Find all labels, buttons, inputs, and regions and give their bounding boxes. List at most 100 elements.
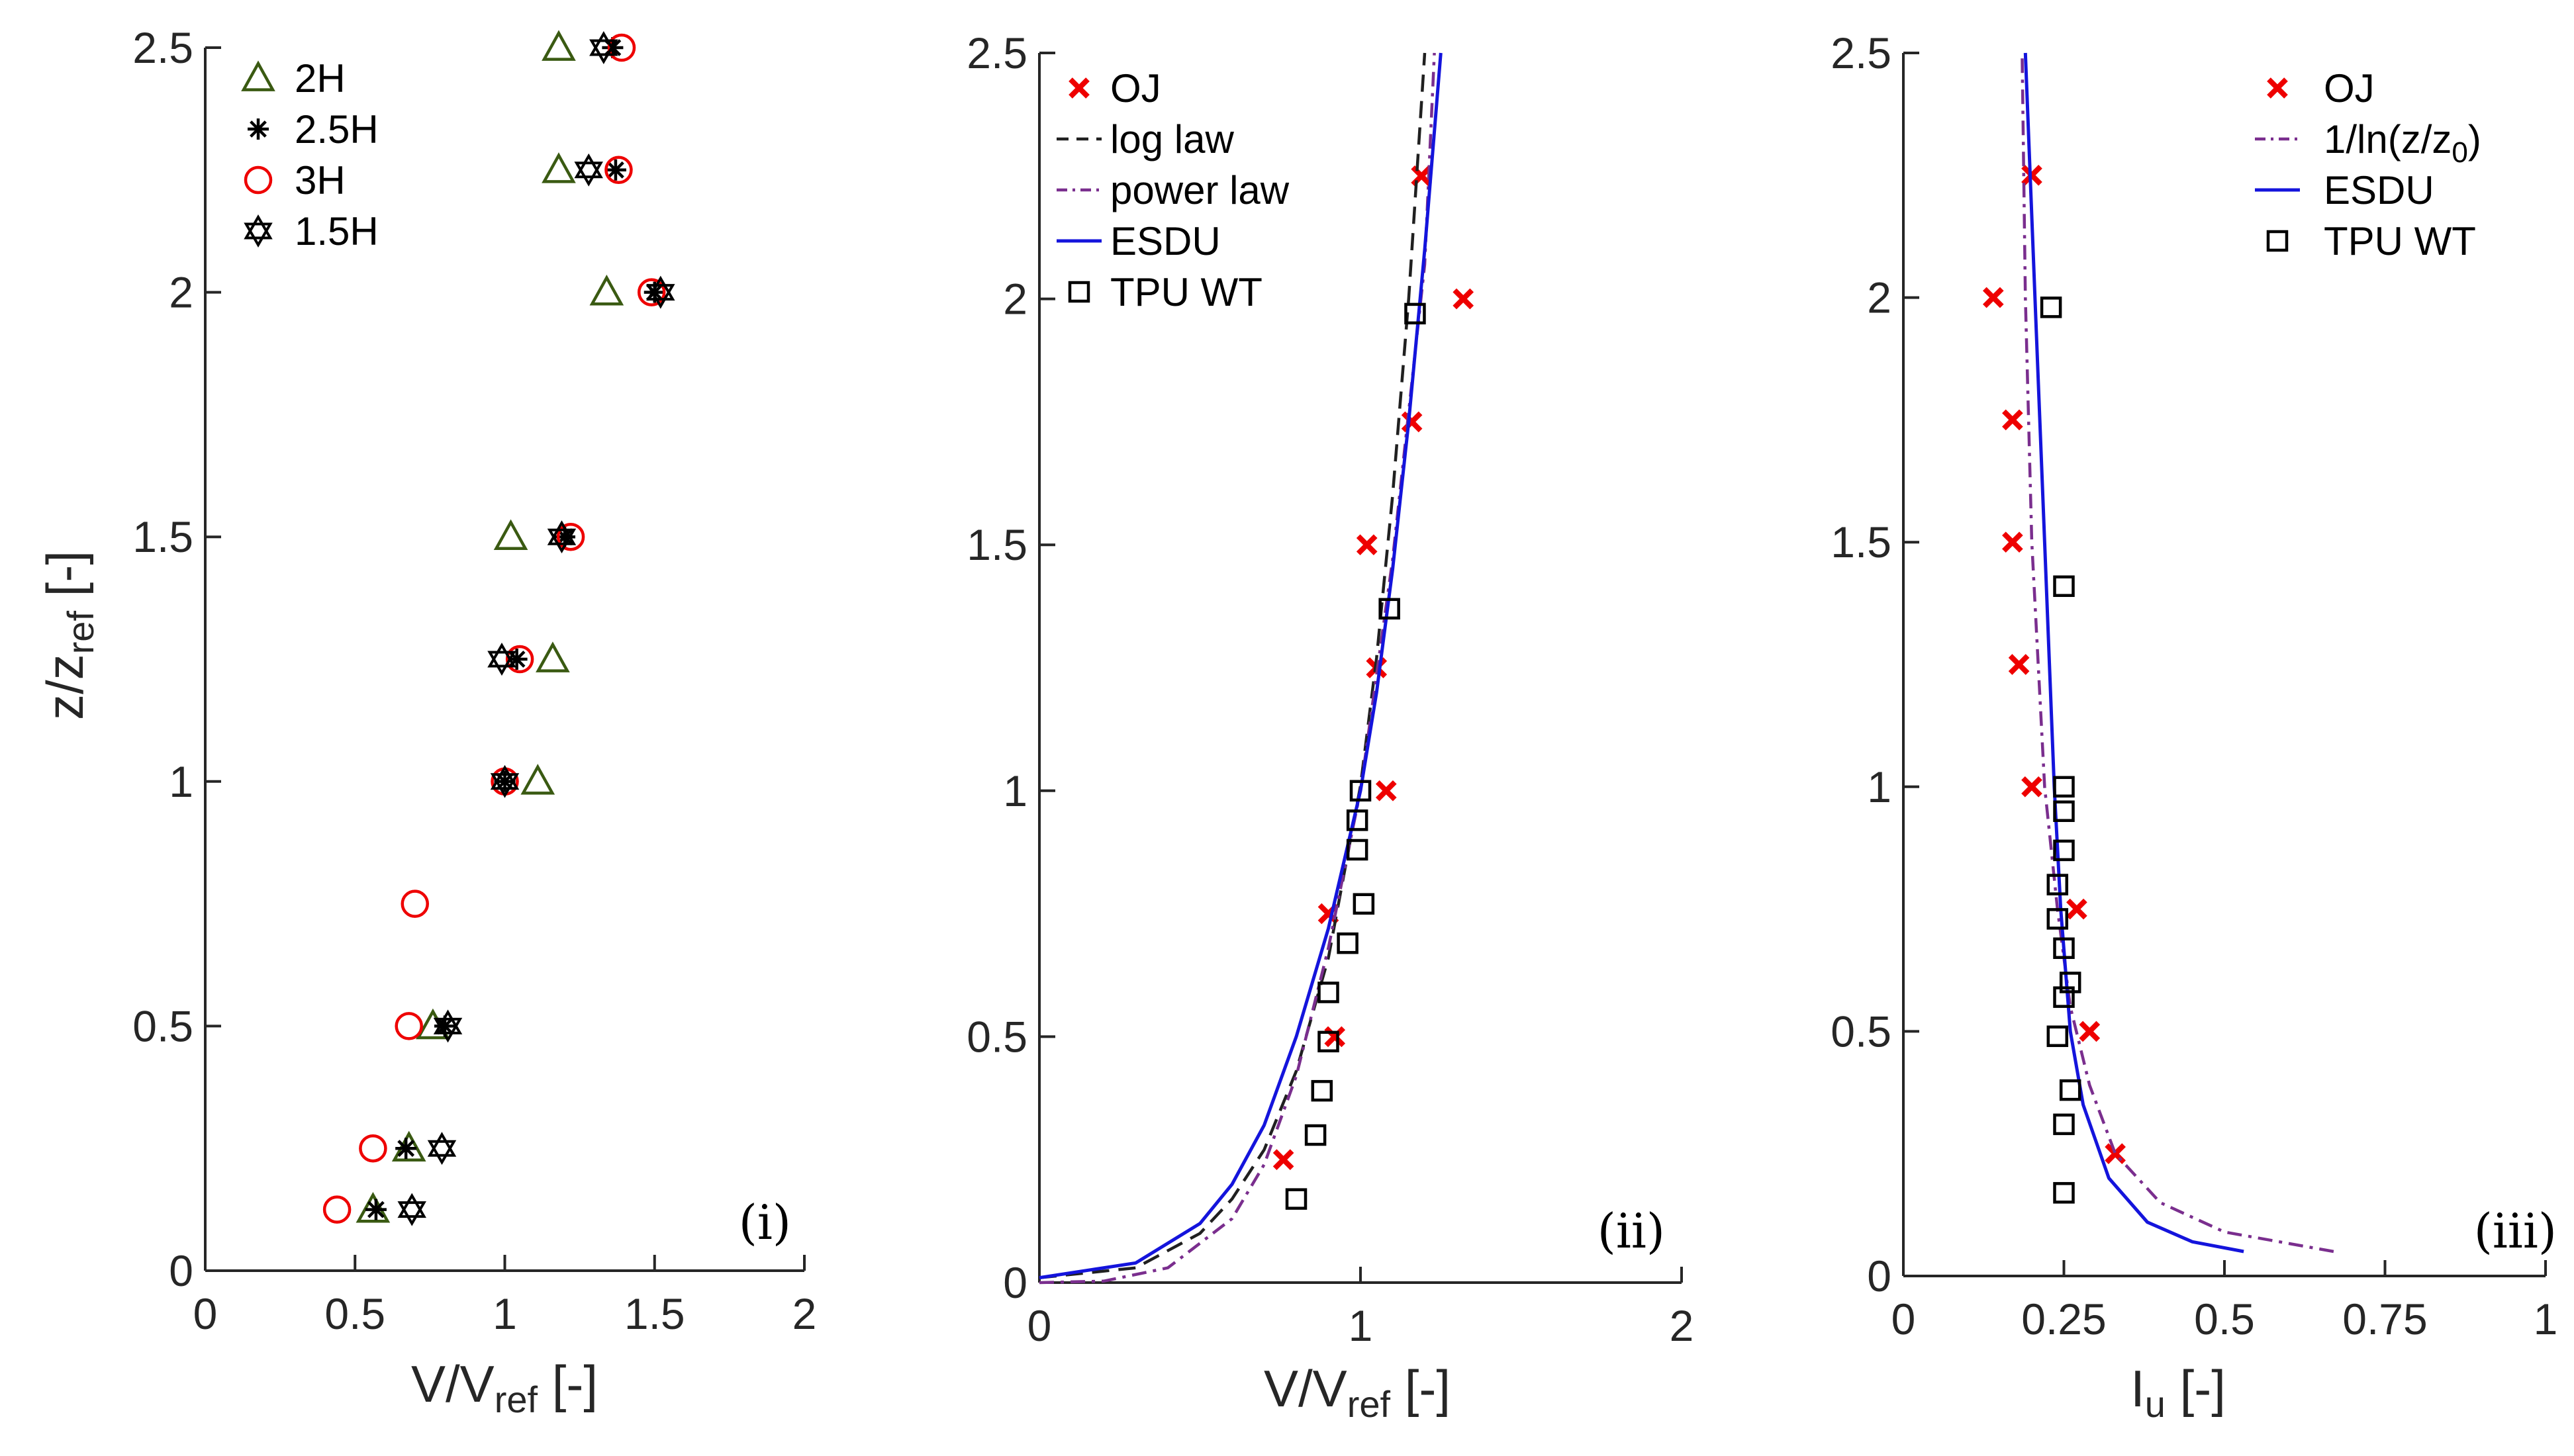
panel-i-point-2h xyxy=(520,764,555,795)
panel-ii-ticks: 0 0.5 1 1.5 2 2.5 0 1 2 xyxy=(967,28,1693,1350)
panel-i-legend-1-5h-text: 1.5H xyxy=(295,209,379,253)
panel-iii-legend-1-ln-z-z-label: 1/ln(z/z0) xyxy=(2324,117,2481,169)
panel-i-xlabel: V/Vref [-] xyxy=(411,1355,598,1420)
panel-i-ylabel-tail: [-] xyxy=(36,551,94,611)
panel-i-legend-3h-label: 3H xyxy=(295,158,346,203)
panel-iii-point-tpu-wt xyxy=(2053,1113,2075,1136)
panel-i-point-3h xyxy=(607,33,636,62)
panel-i-legend-2-5h-swatch xyxy=(248,118,269,140)
panel-i-legend-2h: 2H xyxy=(241,56,346,101)
panel-i-legend-2h-text: 2H xyxy=(295,56,346,101)
panel-ii-point-tpu-wt xyxy=(1311,1079,1333,1102)
panel-iii-point-oj xyxy=(2079,1021,2101,1042)
panel-i-ylabel-sub: ref xyxy=(60,611,101,655)
panel-iii-legend-oj-text: OJ xyxy=(2324,66,2375,111)
panel-iii-point-tpu-wt xyxy=(2053,800,2075,823)
panel-i-legend-1-5h-swatch xyxy=(244,214,273,248)
panel-ii-legend-oj-label: OJ xyxy=(1110,66,1161,111)
panel-i-xtick-label: 0.5 xyxy=(324,1289,385,1338)
panel-i-xtick-label: 1.5 xyxy=(624,1289,685,1338)
panel-i-point-3h xyxy=(637,278,666,306)
panel-ii-point-oj xyxy=(1272,1149,1294,1171)
panel-iii-xlabel-sub: u xyxy=(2145,1383,2166,1425)
panel-ii-xlabel: V/Vref [-] xyxy=(1264,1359,1451,1425)
panel-iii-legend-tpu-wt-label: TPU WT xyxy=(2324,219,2476,263)
panel-ii-legend-log-law-label: log law xyxy=(1110,117,1234,161)
panel-ii-series-esdu-line xyxy=(1039,52,1443,1280)
panel-i-point-2-5h xyxy=(365,1199,387,1220)
panel-ii-ytick-label: 1 xyxy=(1003,766,1027,815)
panel-ii-point-oj xyxy=(1453,288,1474,310)
panel-iii-legend-oj-swatch xyxy=(2267,77,2288,99)
panel-ii-point-oj xyxy=(1375,780,1397,801)
panel-ii-legend-oj-swatch xyxy=(1069,77,1090,99)
panel-i-legend-2-5h-text: 2.5H xyxy=(295,107,379,152)
panel-iii-point-oj xyxy=(2021,776,2042,797)
panel-i-point-2h xyxy=(536,641,570,672)
panel-iii-xlabel: Iu [-] xyxy=(2130,1359,2226,1425)
panel-i-point-2h xyxy=(542,30,576,61)
panel-iii-legend-tpu-wt-text: TPU WT xyxy=(2324,219,2476,263)
panel-ii-point-tpu-wt xyxy=(1353,893,1375,915)
panel-iii-point-tpu-wt xyxy=(2059,972,2081,993)
panel-ii-point-tpu-wt xyxy=(1404,302,1426,325)
panel-ii-ytick-label: 2 xyxy=(1003,275,1027,324)
panel-i-ytick-label: 0 xyxy=(169,1246,193,1295)
panel-ii-ytick-label: 1.5 xyxy=(967,520,1027,569)
panel-i-point-2h xyxy=(542,152,576,183)
panel-iii-point-tpu-wt xyxy=(2046,1025,2069,1048)
panel-ii-point-tpu-wt xyxy=(1317,981,1339,1003)
panel-ii-marks xyxy=(1039,52,1474,1285)
panel-iii-point-tpu-wt xyxy=(2053,986,2075,1008)
panel-iii-point-oj xyxy=(2002,531,2023,553)
panel-iii-point-oj xyxy=(2002,409,2023,431)
panel-ii-legend-tpu-wt-swatch xyxy=(1068,281,1090,303)
panel-i-legend: 2H 2.5H 3H 1.5H xyxy=(241,56,379,253)
panel-ii-point-tpu-wt xyxy=(1378,598,1400,620)
panel-i-ytick-label: 1 xyxy=(169,757,193,806)
panel-ii-legend-tpu-wt-text: TPU WT xyxy=(1110,270,1263,314)
panel-i-point-1-5h xyxy=(589,31,618,64)
panel-ii-series-log-law-line xyxy=(1039,52,1427,1279)
panel-ii-legend: OJ log law power law ESDU TPU WT xyxy=(1057,66,1290,314)
panel-iii: 00.511.522.50 0.25 0.5 0.75 1 OJ1/ln(z/z0)ES… xyxy=(1831,28,2557,1425)
panel-iii-xtick-label: 1 xyxy=(2534,1295,2558,1343)
panel-ii-xlabel-sub: ref xyxy=(1347,1383,1391,1425)
panel-iii-xtick-label: 0.5 xyxy=(2194,1295,2255,1343)
panel-iii-point-tpu-wt xyxy=(2040,296,2062,318)
panel-i-point-1-5h xyxy=(487,643,516,676)
panel-ii-legend-tpu-wt-label: TPU WT xyxy=(1110,270,1263,314)
panel-ii-point-oj xyxy=(1401,411,1423,433)
panel-ii-point-tpu-wt xyxy=(1349,780,1372,802)
panel-i-xlabel-sub: ref xyxy=(495,1379,538,1420)
panel-i-point-1-5h xyxy=(490,764,520,798)
panel-iii-xlabel-tail: [-] xyxy=(2166,1359,2226,1418)
panel-iii-legend-tpu-wt: TPU WT xyxy=(2266,219,2476,263)
panel-i-legend-3h: 3H xyxy=(244,158,346,203)
panel-iii-series-1-ln-z-z-line xyxy=(2021,52,2334,1253)
panel-i-xlabel-tail: [-] xyxy=(538,1355,598,1413)
panel-i-point-2h xyxy=(493,519,528,551)
panel-i-point-3h xyxy=(395,1012,423,1040)
panel-i-point-3h xyxy=(604,156,633,185)
panel-ii-legend-power-law-label: power law xyxy=(1110,168,1290,212)
panel-iii-point-tpu-wt xyxy=(2053,1182,2075,1204)
panel-i-point-1-5h xyxy=(433,1009,463,1043)
panel-ii-legend-oj: OJ xyxy=(1069,66,1161,111)
panel-iii-legend-esdu-label: ESDU xyxy=(2324,168,2434,212)
panel-iii-legend-oj: OJ xyxy=(2267,66,2375,111)
panel-i-xtick-label: 0 xyxy=(193,1289,218,1338)
panel-i-ylabel-main: z/z xyxy=(36,654,94,720)
panel-i-point-3h xyxy=(401,889,429,918)
panel-iii-point-tpu-wt xyxy=(2053,575,2075,597)
panel-i-point-2h xyxy=(589,274,624,306)
panel-iii-legend-1-ln-z-z: 1/ln(z/z0) xyxy=(2255,117,2481,169)
panel-i-ticks: 0 0.5 1 1.5 2 2.5 0 0.5 1 1.5 2 xyxy=(132,23,816,1338)
panel-iii-legend-1-ln-z-z-sub: 0 xyxy=(2452,136,2467,169)
panel-i-point-1-5h xyxy=(427,1132,457,1165)
panel-ii-legend-log-law: log law xyxy=(1057,117,1234,161)
panel-i-label: (i) xyxy=(739,1195,791,1250)
panel-i-point-2-5h xyxy=(395,1138,417,1160)
panel-i-legend-2h-swatch xyxy=(241,60,275,91)
panel-i-point-1-5h xyxy=(574,153,603,187)
